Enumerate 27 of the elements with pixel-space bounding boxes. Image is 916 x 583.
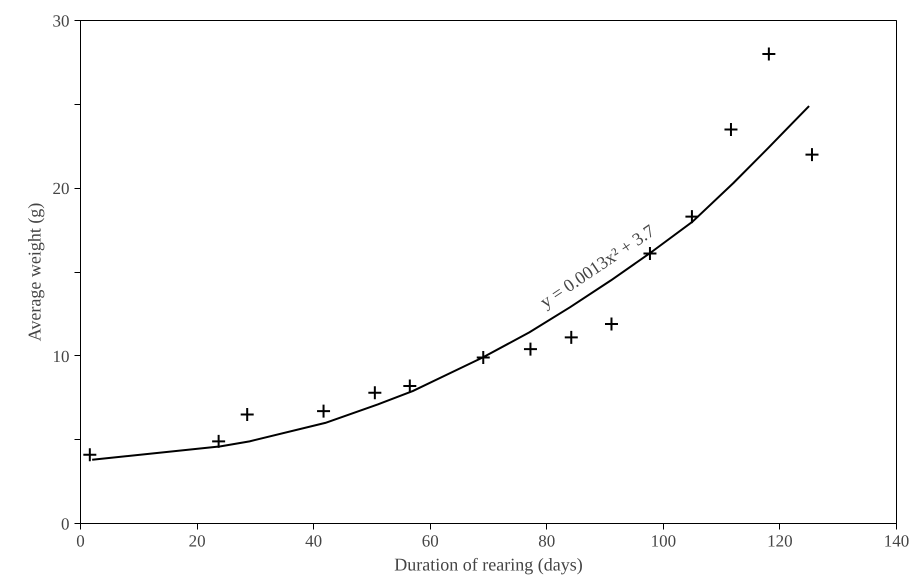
x-tick-label: 60 <box>422 532 439 550</box>
point <box>316 404 332 419</box>
point <box>211 434 226 449</box>
point <box>604 316 619 332</box>
point <box>642 246 658 262</box>
point <box>804 147 820 162</box>
point <box>761 46 776 62</box>
point <box>240 407 255 422</box>
x-axis-title: Duration of rearing (days) <box>394 554 583 574</box>
x-tick-label: 140 <box>884 532 910 550</box>
x-tick-label: 20 <box>188 532 206 550</box>
x-tick-label: 120 <box>767 532 793 550</box>
y-axis-title: Average weight (g) <box>24 202 44 342</box>
y-tick-label: 0 <box>61 514 70 534</box>
y-tick-label: 10 <box>52 346 70 366</box>
x-tick-label: 100 <box>650 532 676 550</box>
point <box>564 330 579 345</box>
point <box>367 385 382 400</box>
point <box>476 350 491 366</box>
x-tick-label: 40 <box>305 532 322 550</box>
point <box>522 342 538 357</box>
x-tick-label: 0 <box>76 532 85 550</box>
y-tick-label: 30 <box>52 12 70 30</box>
point <box>723 122 738 137</box>
x-tick-label: 80 <box>538 532 556 550</box>
y-tick-label: 20 <box>52 179 70 198</box>
point <box>684 209 700 224</box>
